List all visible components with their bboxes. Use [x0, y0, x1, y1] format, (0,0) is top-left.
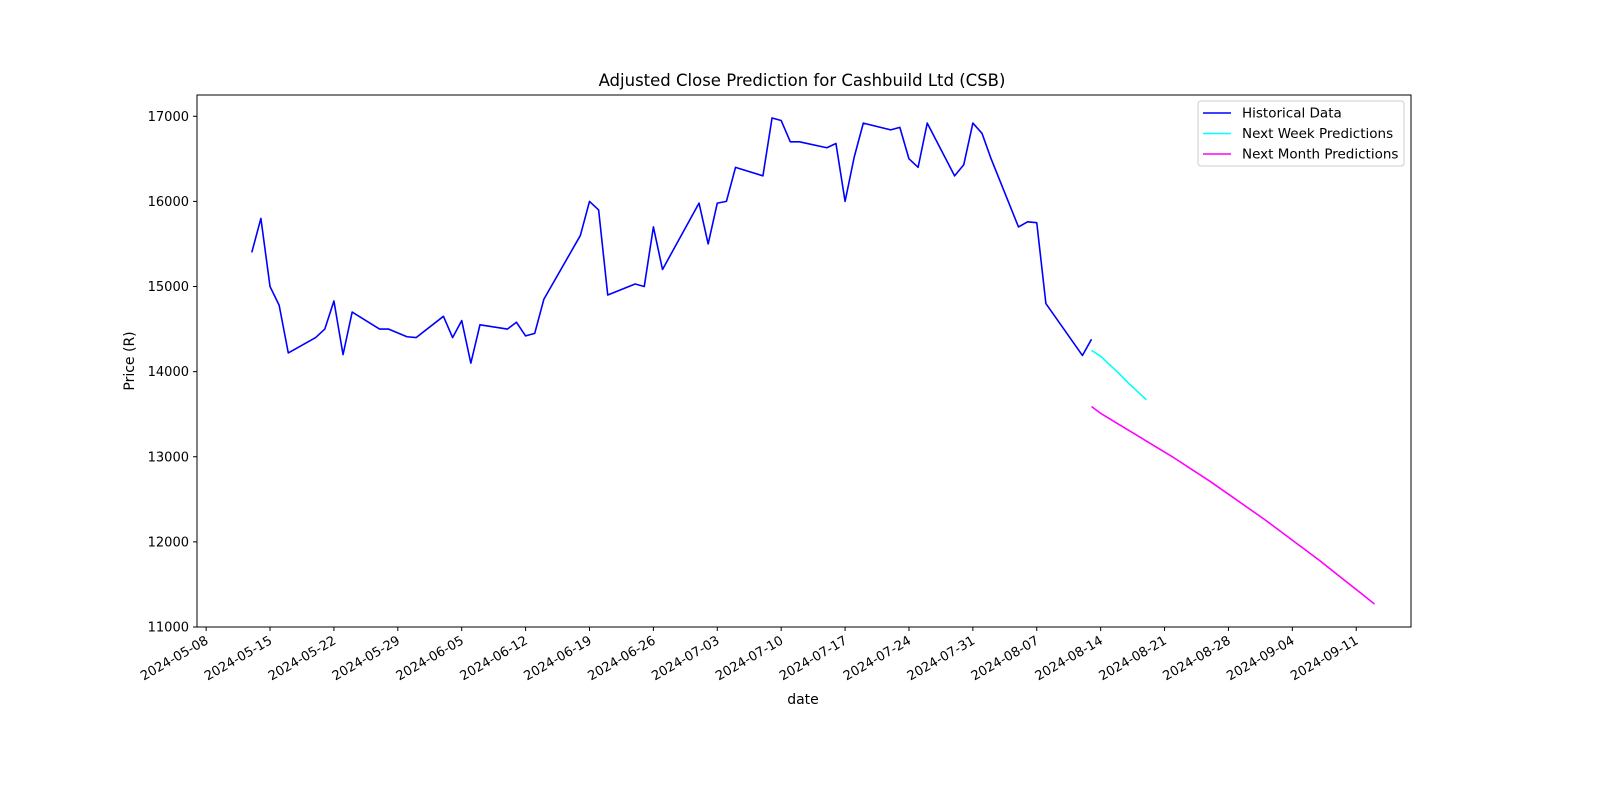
x-tick-label: 2024-08-28	[1161, 633, 1234, 684]
legend-label-historical-data: Historical Data	[1242, 106, 1342, 122]
x-tick-label: 2024-07-03	[649, 633, 722, 684]
y-axis: 11000 12000 13000 14000 15000 16000 17000	[148, 110, 197, 636]
legend-label-next-week-predictions: Next Week Predictions	[1242, 126, 1393, 142]
series-line-next-month-predictions	[1091, 405, 1375, 605]
legend-box	[1197, 100, 1405, 167]
x-tick-label: 2024-09-04	[1224, 633, 1297, 684]
y-tick-label: 16000	[148, 195, 189, 210]
x-tick-label: 2024-08-21	[1097, 633, 1170, 684]
x-tick-label: 2024-06-19	[522, 633, 595, 684]
x-axis: 2024-05-082024-05-152024-05-222024-05-29…	[138, 627, 1361, 684]
x-tick-label: 2024-07-31	[905, 633, 978, 684]
x-tick-label: 2024-07-17	[777, 633, 850, 684]
x-tick-label: 2024-09-11	[1288, 633, 1361, 684]
y-tick-label: 17000	[148, 110, 189, 125]
x-tick-label: 2024-06-26	[585, 633, 658, 684]
y-axis-label: Price (R)	[122, 331, 138, 390]
series-line-historical-data	[250, 117, 1093, 364]
x-axis-label: date	[787, 692, 819, 708]
x-tick-label: 2024-05-22	[266, 633, 339, 684]
x-tick-label: 2024-08-07	[969, 633, 1042, 684]
plot-series-group	[250, 117, 1375, 605]
plot-area-frame	[196, 94, 1412, 628]
x-tick-label: 2024-05-29	[330, 633, 403, 684]
y-tick-label: 14000	[148, 365, 189, 380]
y-tick-label: 12000	[148, 535, 189, 550]
x-tick-label: 2024-07-10	[713, 633, 786, 684]
x-tick-label: 2024-05-08	[138, 633, 211, 684]
x-tick-label: 2024-08-14	[1033, 633, 1106, 684]
x-tick-label: 2024-07-24	[841, 633, 914, 684]
chart-title: Adjusted Close Prediction for Cashbuild …	[599, 71, 1006, 90]
x-tick-label: 2024-05-15	[202, 633, 275, 684]
y-tick-label: 15000	[148, 280, 189, 295]
x-tick-label: 2024-06-05	[394, 633, 467, 684]
legend-label-next-month-predictions: Next Month Predictions	[1242, 147, 1398, 163]
legend: Historical Data Next Week Predictions Next…	[1197, 100, 1405, 167]
x-tick-label: 2024-06-12	[458, 633, 531, 684]
y-tick-label: 13000	[148, 450, 189, 465]
series-line-next-week-predictions	[1091, 349, 1147, 401]
y-tick-label: 11000	[148, 621, 189, 636]
